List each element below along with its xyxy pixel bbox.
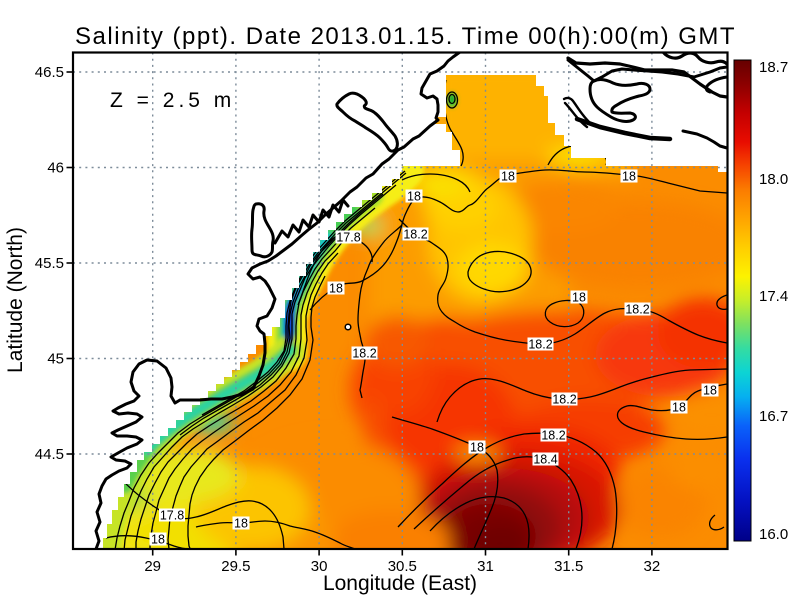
svg-text:45.5: 45.5 [35, 255, 64, 272]
svg-text:17.8: 17.8 [160, 509, 184, 523]
svg-text:31: 31 [477, 558, 494, 575]
svg-text:18.2: 18.2 [403, 228, 427, 242]
svg-text:18: 18 [703, 384, 717, 398]
svg-text:18.7: 18.7 [759, 59, 788, 76]
svg-text:Z = 2.5 m: Z = 2.5 m [110, 89, 235, 112]
svg-text:18: 18 [151, 533, 165, 547]
svg-text:16.7: 16.7 [759, 408, 788, 425]
svg-text:18.2: 18.2 [552, 393, 576, 407]
svg-text:29.5: 29.5 [221, 558, 250, 575]
svg-text:18.2: 18.2 [541, 429, 565, 443]
svg-text:18.0: 18.0 [759, 171, 788, 188]
svg-text:17.4: 17.4 [759, 288, 788, 305]
svg-text:46.5: 46.5 [35, 64, 64, 81]
svg-text:18: 18 [234, 517, 248, 531]
svg-text:18: 18 [572, 291, 586, 305]
svg-text:16.0: 16.0 [759, 526, 788, 543]
svg-text:18: 18 [407, 190, 421, 204]
svg-text:44.5: 44.5 [35, 446, 64, 463]
svg-text:Latitude (North): Latitude (North) [4, 227, 27, 373]
svg-text:18.2: 18.2 [352, 347, 376, 361]
svg-text:18: 18 [501, 170, 515, 184]
svg-text:18.2: 18.2 [528, 338, 552, 352]
svg-text:18: 18 [329, 282, 343, 296]
svg-text:29: 29 [144, 558, 161, 575]
svg-text:30: 30 [311, 558, 328, 575]
svg-text:31.5: 31.5 [554, 558, 583, 575]
svg-text:32: 32 [644, 558, 661, 575]
svg-text:Salinity (ppt). Date 2013.01.1: Salinity (ppt). Date 2013.01.15. Time 00… [75, 23, 736, 50]
svg-text:17.8: 17.8 [336, 231, 360, 245]
svg-text:Longitude (East): Longitude (East) [323, 572, 477, 595]
svg-text:18: 18 [470, 441, 484, 455]
svg-text:30.5: 30.5 [388, 558, 417, 575]
svg-text:18: 18 [672, 401, 686, 415]
svg-text:18.4: 18.4 [533, 453, 557, 467]
svg-text:46: 46 [47, 160, 64, 177]
svg-text:18: 18 [622, 170, 636, 184]
svg-text:18.2: 18.2 [625, 303, 649, 317]
svg-text:45: 45 [47, 351, 64, 368]
